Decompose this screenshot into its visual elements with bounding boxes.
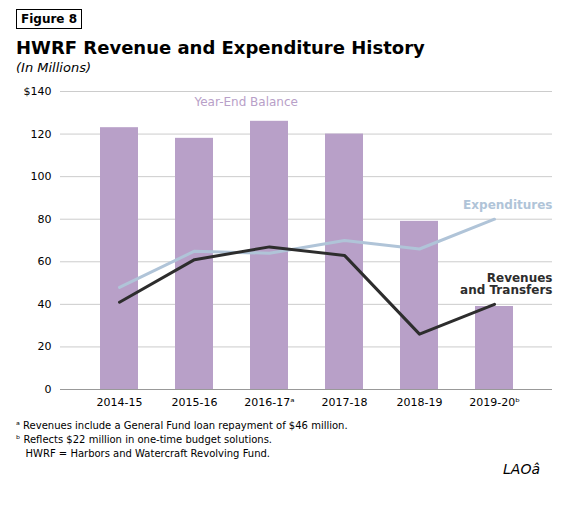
html-text:ᵃ Revenues include a General F: ᵃ Revenues include a General Fund loan r… xyxy=(16,420,348,431)
html-text:(In Millions): (In Millions) xyxy=(16,60,91,75)
svg-text:120: 120 xyxy=(31,128,52,141)
svg-text:0: 0 xyxy=(45,383,52,396)
svg-text:40: 40 xyxy=(38,298,52,311)
html-text:HWRF Revenue and Expenditure H: HWRF Revenue and Expenditure History xyxy=(16,37,425,58)
svg-text:Expenditures: Expenditures xyxy=(463,198,552,212)
html-text:LAOâ: LAOâ xyxy=(503,461,540,477)
svg-text:2017-18: 2017-18 xyxy=(322,396,368,409)
svg-text:2014-15: 2014-15 xyxy=(97,396,143,409)
svg-text:20: 20 xyxy=(38,340,52,353)
svg-text:60: 60 xyxy=(38,255,52,268)
svg-text:100: 100 xyxy=(31,170,52,183)
svg-text:2018-19: 2018-19 xyxy=(397,396,443,409)
svg-text:Revenuesand Transfers: Revenuesand Transfers xyxy=(460,271,552,297)
html-text:ᵇ Reflects $22 million in one-: ᵇ Reflects $22 million in one-time budge… xyxy=(16,434,272,445)
html-text:HWRF = Harbors and Watercraft: HWRF = Harbors and Watercraft Revolving … xyxy=(16,448,271,459)
svg-text:2016-17ᵃ: 2016-17ᵃ xyxy=(244,396,294,409)
svg-text:80: 80 xyxy=(38,213,52,226)
html-text:Figure 8: Figure 8 xyxy=(21,12,77,26)
svg-text:2019-20ᵇ: 2019-20ᵇ xyxy=(469,396,520,409)
svg-text:2015-16: 2015-16 xyxy=(172,396,218,409)
svg-text:Year-End Balance: Year-End Balance xyxy=(194,95,298,109)
svg-text:$140: $140 xyxy=(24,85,52,98)
